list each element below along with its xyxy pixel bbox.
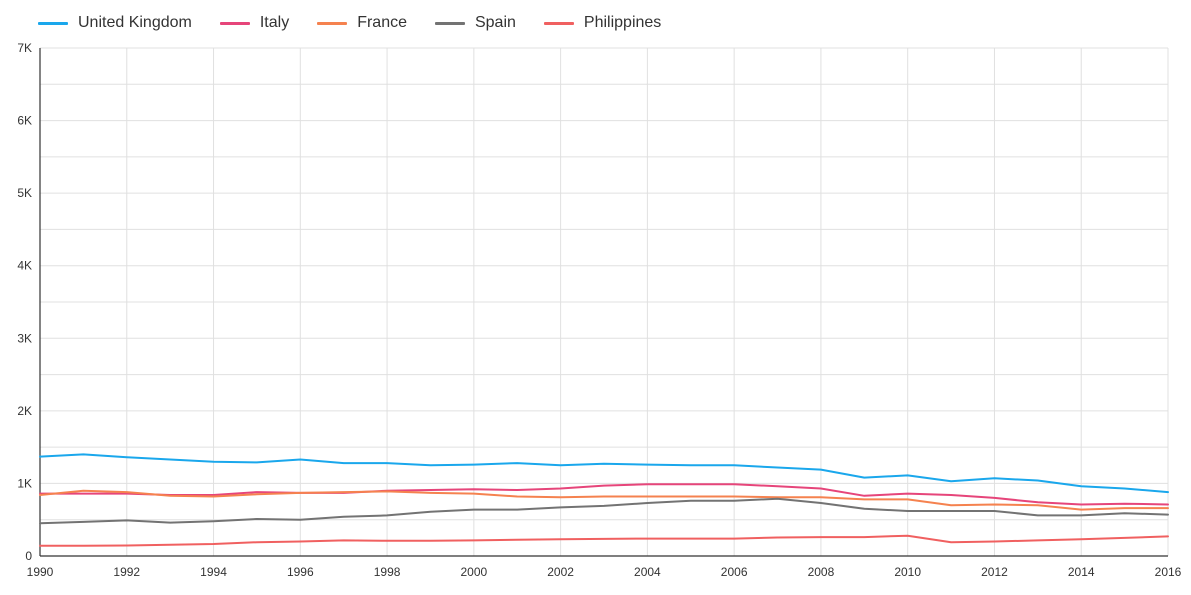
x-tick-label: 1998 <box>374 565 401 579</box>
legend-item-united-kingdom[interactable]: United Kingdom <box>38 14 192 32</box>
legend-item-france[interactable]: France <box>317 14 407 32</box>
x-tick-label: 2014 <box>1068 565 1095 579</box>
legend-label: United Kingdom <box>78 14 192 31</box>
x-tick-label: 2000 <box>460 565 487 579</box>
legend-swatch <box>543 21 574 25</box>
x-tick-label: 1992 <box>113 565 140 579</box>
legend-swatch <box>38 21 68 25</box>
y-tick-label: 5K <box>17 186 32 200</box>
y-tick-label: 6K <box>17 114 32 128</box>
x-tick-label: 2008 <box>808 565 835 579</box>
x-tick-label: 1990 <box>27 565 54 579</box>
legend-label: Spain <box>474 14 516 31</box>
legend-item-philippines[interactable]: Philippines <box>543 14 662 32</box>
legend-label: Italy <box>259 14 290 31</box>
legend-swatch <box>219 21 250 25</box>
y-tick-label: 3K <box>17 331 32 345</box>
y-tick-label: 0 <box>25 549 32 563</box>
x-tick-label: 1996 <box>287 565 314 579</box>
x-tick-label: 2004 <box>634 565 661 579</box>
y-tick-label: 4K <box>17 259 32 273</box>
chart-legend: United Kingdom Italy France Spain Philippine… <box>38 12 661 34</box>
y-tick-label: 2K <box>17 404 32 418</box>
legend-label: Philippines <box>583 14 662 31</box>
x-tick-label: 1994 <box>200 565 227 579</box>
legend-swatch <box>434 21 465 25</box>
series-line-philippines <box>39 534 1169 547</box>
y-tick-label: 7K <box>17 41 32 55</box>
grid-lines <box>40 47 1169 556</box>
x-tick-label: 2006 <box>721 565 748 579</box>
x-tick-label: 2016 <box>1155 565 1182 579</box>
legend-swatch <box>317 21 348 25</box>
legend-item-spain[interactable]: Spain <box>434 14 516 32</box>
series-line-united-kingdom <box>39 453 1169 494</box>
x-tick-label: 2002 <box>547 565 574 579</box>
legend-label: France <box>357 14 407 31</box>
x-tick-label: 2010 <box>894 565 921 579</box>
x-tick-label: 2012 <box>981 565 1008 579</box>
series-line-france <box>39 489 1169 511</box>
series-line-spain <box>39 497 1169 525</box>
y-tick-label: 1K <box>17 476 32 490</box>
legend-item-italy[interactable]: Italy <box>219 14 290 32</box>
series-line-italy <box>39 483 1169 506</box>
